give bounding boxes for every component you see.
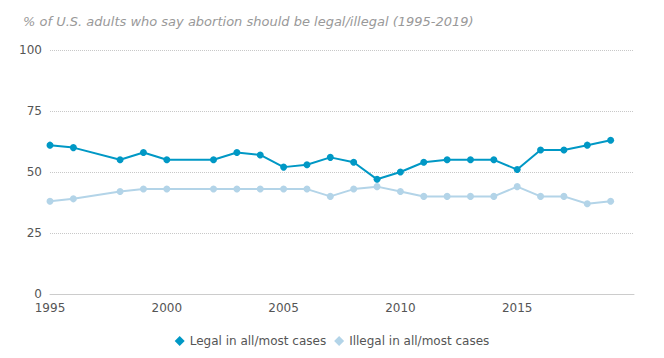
svg-text:Legal in all/most cases: Legal in all/most cases	[190, 334, 326, 348]
svg-text:50: 50	[27, 165, 42, 179]
svg-text:2015: 2015	[502, 301, 533, 315]
svg-text:Illegal in all/most cases: Illegal in all/most cases	[349, 334, 489, 348]
svg-text:100: 100	[19, 43, 42, 57]
svg-text:2005: 2005	[268, 301, 299, 315]
svg-text:2010: 2010	[385, 301, 416, 315]
svg-text:2000: 2000	[152, 301, 183, 315]
svg-text:1995: 1995	[35, 301, 66, 315]
svg-text:25: 25	[27, 226, 42, 240]
svg-text:0: 0	[34, 287, 42, 301]
svg-text:% of U.S. adults who say abort: % of U.S. adults who say abortion should…	[23, 14, 474, 29]
svg-text:75: 75	[27, 104, 42, 118]
